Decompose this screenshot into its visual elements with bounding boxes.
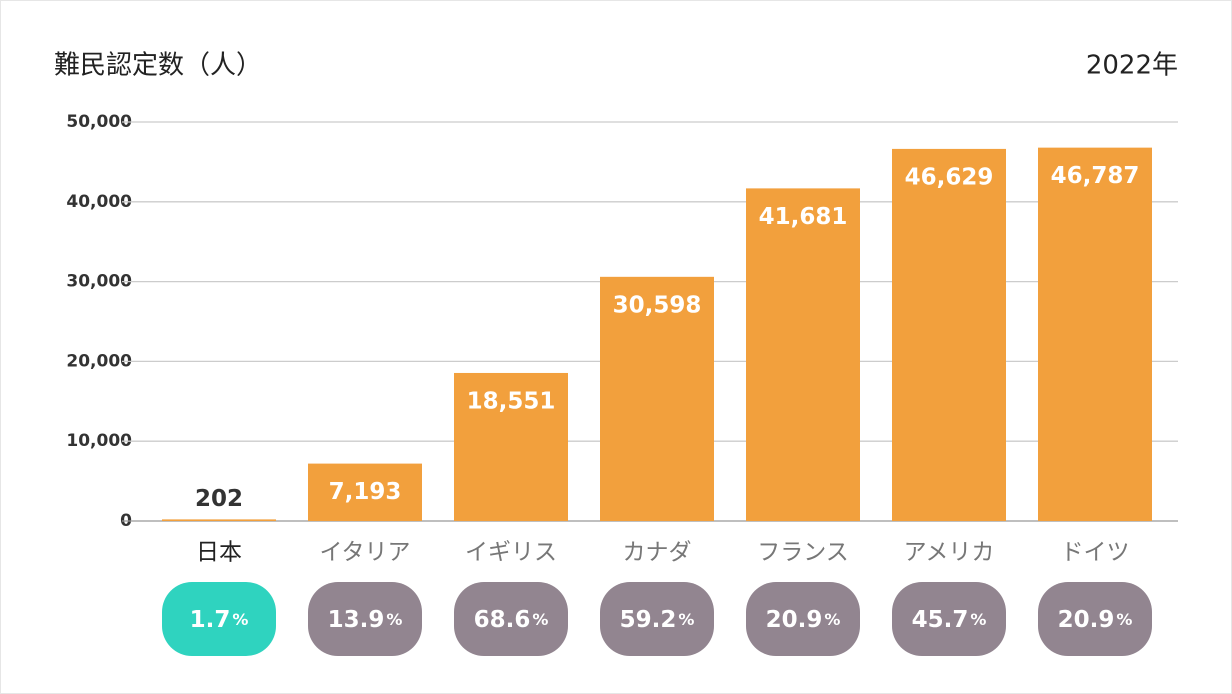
y-tick-label: 50,000 (66, 112, 132, 132)
value-label: 18,551 (467, 388, 556, 414)
rate-unit: % (970, 610, 986, 629)
x-tick-label: アメリカ (904, 540, 995, 566)
rate-label: 20.9% (766, 607, 841, 633)
x-tick-label: イギリス (465, 540, 557, 566)
bar (600, 276, 714, 521)
x-tick-label: 日本 (196, 540, 242, 566)
rate-pill (1038, 582, 1152, 656)
bar (162, 519, 276, 521)
rate-unit: % (532, 610, 548, 629)
rate-label: 20.9% (1058, 607, 1133, 633)
rate-value: 45.7 (912, 607, 969, 633)
rate-value: 20.9 (1058, 607, 1115, 633)
bar (308, 463, 422, 521)
bar (454, 372, 568, 521)
rate-value: 20.9 (766, 607, 823, 633)
chart-subtitle: 2022年 (1086, 51, 1178, 81)
rate-pill (454, 582, 568, 656)
chart-title: 難民認定数（人） (54, 51, 262, 81)
rate-value: 13.9 (328, 607, 385, 633)
rate-unit: % (824, 610, 840, 629)
rate-value: 68.6 (474, 607, 531, 633)
x-tick-label: フランス (757, 540, 849, 566)
y-tick-label: 30,000 (66, 272, 132, 292)
rate-value: 59.2 (620, 607, 677, 633)
x-tick-label: ドイツ (1061, 540, 1130, 566)
bar (746, 188, 860, 521)
rate-label: 13.9% (328, 607, 403, 633)
rate-unit: % (1116, 610, 1132, 629)
bar (892, 148, 1006, 521)
rate-pill (892, 582, 1006, 656)
rate-label: 45.7% (912, 607, 987, 633)
value-label: 46,629 (905, 164, 994, 190)
rate-unit: % (678, 610, 694, 629)
value-label: 202 (195, 486, 243, 512)
rate-pill (162, 582, 276, 656)
rate-label: 68.6% (474, 607, 549, 633)
bar (1038, 147, 1152, 521)
y-tick-label: 20,000 (66, 351, 132, 371)
y-tick-label: 40,000 (66, 192, 132, 212)
x-tick-label: イタリア (319, 540, 410, 566)
value-label: 30,598 (613, 292, 702, 318)
value-label: 46,787 (1051, 163, 1140, 189)
rate-unit: % (232, 610, 248, 629)
value-label: 41,681 (759, 204, 848, 230)
rate-label: 59.2% (620, 607, 695, 633)
rate-pill (308, 582, 422, 656)
rate-pill (746, 582, 860, 656)
rate-unit: % (386, 610, 402, 629)
value-label: 7,193 (329, 479, 402, 505)
y-tick-label: 10,000 (66, 431, 132, 451)
rate-value: 1.7 (190, 607, 231, 633)
x-tick-label: カナダ (623, 540, 692, 566)
rate-label: 1.7% (190, 607, 249, 633)
rate-pill (600, 582, 714, 656)
